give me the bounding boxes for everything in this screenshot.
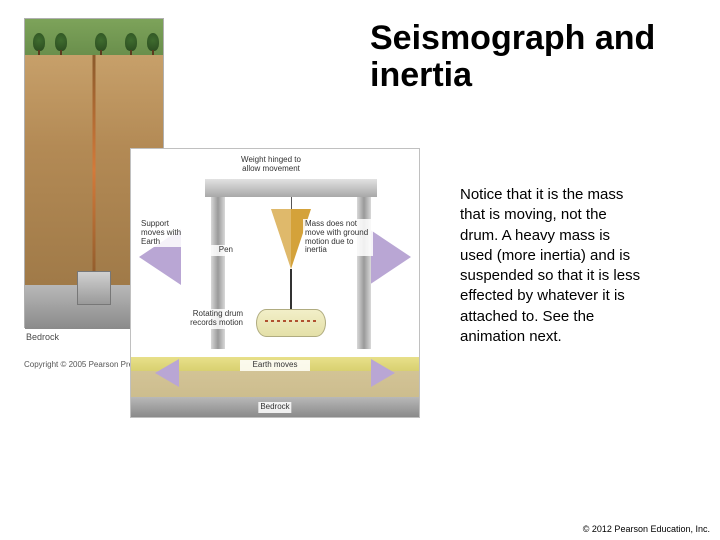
pen: [290, 269, 292, 313]
callout-earth-moves: Earth moves: [240, 360, 310, 371]
tree-icon: [33, 33, 45, 51]
arrow-right-icon: [369, 229, 411, 285]
buried-seismograph: [77, 271, 111, 305]
surface-layer: [25, 19, 163, 55]
rotating-drum: [256, 309, 326, 337]
frame-post: [357, 179, 371, 349]
arrow-right-small-icon: [371, 359, 395, 387]
fault-crack: [93, 55, 96, 285]
callout-bedrock: Bedrock: [258, 402, 291, 413]
callout-support: Support moves with Earth: [139, 219, 193, 247]
slide: Seismograph and inertia Notice that it i…: [0, 0, 720, 540]
callout-hinge: Weight hinged to allow movement: [231, 155, 311, 175]
slide-title: Seismograph and inertia: [370, 20, 720, 95]
tree-icon: [147, 33, 159, 51]
frame-beam: [205, 179, 377, 197]
callout-drum: Rotating drum records motion: [175, 309, 245, 329]
callout-mass: Mass does not move with ground motion du…: [303, 219, 373, 256]
slide-copyright: © 2012 Pearson Education, Inc.: [583, 524, 710, 534]
seismograph-inner: Weight hinged to allow movement Mass doe…: [131, 149, 419, 417]
tree-icon: [55, 33, 67, 51]
arrow-left-small-icon: [155, 359, 179, 387]
tree-icon: [125, 33, 137, 51]
bedrock-label: Bedrock: [26, 332, 59, 342]
slide-body-text: Notice that it is the mass that is movin…: [460, 185, 645, 347]
tree-icon: [95, 33, 107, 51]
seismograph-diagram: Weight hinged to allow movement Mass doe…: [130, 148, 420, 418]
